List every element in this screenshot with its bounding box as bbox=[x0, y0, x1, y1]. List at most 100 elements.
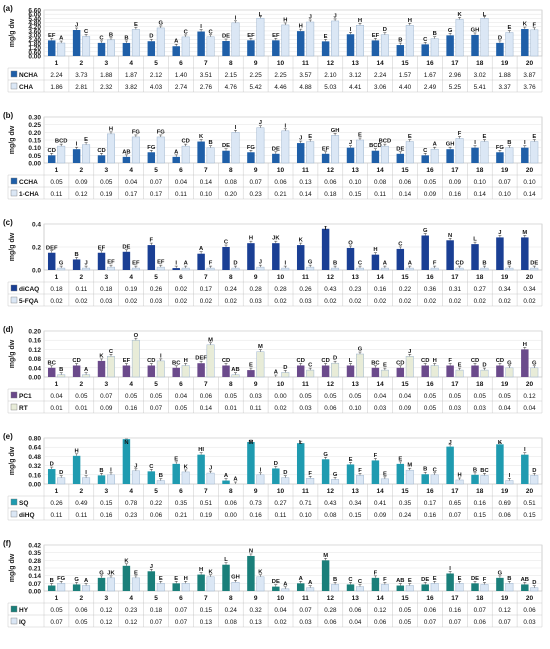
bar bbox=[172, 583, 180, 591]
significance-letter: CD bbox=[181, 139, 189, 145]
bar bbox=[97, 475, 106, 484]
y-tick-label: 0.28 bbox=[28, 558, 41, 565]
x-tick-label: 8 bbox=[229, 595, 233, 602]
bar bbox=[521, 29, 529, 56]
data-table-value: 0.05 bbox=[125, 393, 138, 400]
significance-letter: L bbox=[299, 440, 303, 446]
bar bbox=[172, 46, 180, 56]
significance-letter: C bbox=[99, 35, 104, 41]
x-tick-label: 1 bbox=[55, 60, 59, 67]
significance-letter: DE bbox=[396, 146, 404, 152]
bar bbox=[346, 464, 355, 484]
bar bbox=[197, 31, 205, 56]
significance-letter: D bbox=[283, 470, 287, 476]
y-tick-label: 0.16 bbox=[28, 472, 41, 479]
data-table-value: 0.16 bbox=[474, 500, 487, 507]
significance-letter: J bbox=[134, 463, 137, 469]
plot-frame bbox=[43, 330, 543, 378]
significance-letter: B bbox=[398, 38, 402, 44]
x-tick-label: 20 bbox=[526, 488, 534, 495]
data-table-value: 3.82 bbox=[125, 84, 138, 91]
data-table-value: 0.02 bbox=[399, 298, 412, 305]
data-table-value: 2.49 bbox=[424, 84, 437, 91]
data-table-value: 3.06 bbox=[374, 84, 387, 91]
chart-panel: 0.000.601.201.802.403.003.604.204.805.40… bbox=[3, 4, 543, 93]
data-table-value: 2.76 bbox=[200, 84, 213, 91]
x-tick-label: 10 bbox=[277, 595, 285, 602]
bar bbox=[222, 564, 230, 591]
y-tick-label: 1.20 bbox=[28, 45, 41, 52]
bar bbox=[346, 365, 355, 377]
bar bbox=[57, 477, 66, 485]
data-table-value: 2.25 bbox=[250, 72, 263, 79]
data-table-value: 0.28 bbox=[274, 286, 287, 293]
data-table-value: 0.15 bbox=[474, 512, 487, 519]
bar bbox=[181, 36, 190, 57]
bar bbox=[107, 266, 115, 271]
data-table-value: 0.05 bbox=[225, 393, 238, 400]
data-table-value: 0.10 bbox=[523, 179, 536, 186]
y-tick-label: 5.40 bbox=[28, 16, 41, 23]
legend-label: 5-FQA bbox=[19, 298, 39, 305]
y-tick-label: 0.42 bbox=[28, 543, 41, 550]
bar bbox=[346, 34, 355, 56]
bar bbox=[107, 39, 115, 57]
bar bbox=[480, 267, 489, 271]
significance-letter: H bbox=[249, 236, 253, 242]
bar bbox=[505, 267, 514, 271]
bar bbox=[47, 155, 56, 163]
significance-letter: M bbox=[208, 337, 213, 343]
x-tick-label: 18 bbox=[476, 167, 484, 174]
significance-letter: I bbox=[524, 447, 526, 453]
x-tick-label: 3 bbox=[104, 167, 108, 174]
bar bbox=[321, 228, 330, 270]
data-table-value: 0.02 bbox=[499, 298, 512, 305]
bar bbox=[321, 365, 330, 377]
bar bbox=[97, 360, 106, 377]
bar bbox=[331, 584, 340, 592]
data-table-value: 3.02 bbox=[474, 72, 487, 79]
y-tick-label: 0.2 bbox=[32, 245, 41, 252]
data-table-value: 0.04 bbox=[499, 405, 512, 412]
bar bbox=[321, 560, 330, 591]
bar bbox=[356, 25, 364, 57]
legend-swatch bbox=[10, 510, 18, 518]
x-tick-label: 10 bbox=[277, 60, 285, 67]
bar bbox=[107, 133, 115, 164]
data-table-value: 0.07 bbox=[50, 619, 63, 626]
bar bbox=[446, 573, 454, 591]
significance-letter: G bbox=[159, 20, 164, 26]
data-table-value: 0.16 bbox=[374, 286, 387, 293]
bar bbox=[371, 577, 380, 591]
bar bbox=[430, 365, 439, 378]
bar bbox=[380, 267, 389, 271]
data-table-value: 0.16 bbox=[424, 512, 437, 519]
bar bbox=[72, 584, 81, 591]
significance-letter: CD bbox=[48, 148, 56, 154]
significance-letter: J bbox=[408, 349, 411, 355]
data-table-value: 0.19 bbox=[200, 512, 213, 519]
bar bbox=[222, 41, 230, 56]
bar bbox=[371, 460, 380, 484]
data-table-value: 0.12 bbox=[75, 191, 88, 198]
x-tick-label: 7 bbox=[204, 60, 208, 67]
significance-letter: K bbox=[208, 569, 213, 575]
data-table-value: 0.11 bbox=[75, 512, 87, 519]
y-tick-label: 0.35 bbox=[28, 550, 41, 557]
y-tick-label: 0.08 bbox=[28, 356, 41, 363]
x-tick-label: 14 bbox=[377, 595, 385, 602]
data-table-value: 0.11 bbox=[75, 286, 87, 293]
significance-letter: N bbox=[124, 440, 128, 446]
significance-letter: F bbox=[209, 261, 213, 267]
x-tick-label: 17 bbox=[451, 595, 459, 602]
bar bbox=[331, 20, 340, 57]
data-table-value: 0.02 bbox=[349, 298, 362, 305]
bar bbox=[421, 235, 429, 270]
data-table-value: 0.71 bbox=[299, 500, 312, 507]
data-table-value: 4.03 bbox=[150, 84, 163, 91]
bar bbox=[455, 138, 464, 164]
x-tick-label: 7 bbox=[204, 274, 208, 281]
x-tick-label: 6 bbox=[179, 381, 183, 388]
significance-letter: D bbox=[233, 261, 237, 267]
data-table-value: 4.88 bbox=[299, 84, 312, 91]
